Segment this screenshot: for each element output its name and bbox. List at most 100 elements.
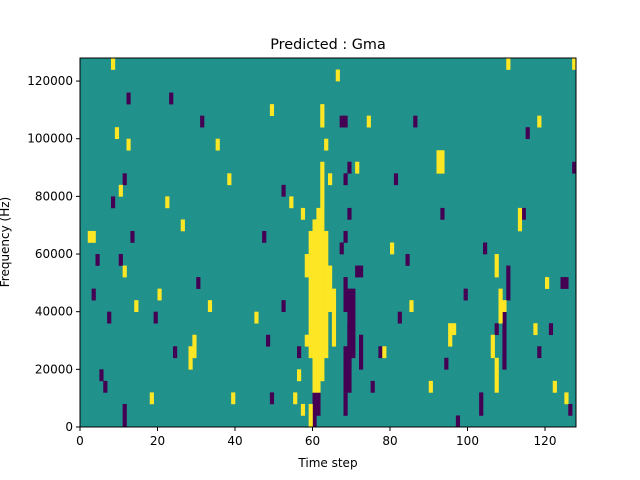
- cell-high-14: [300, 207, 306, 220]
- cell-high-26: [165, 196, 170, 209]
- cell-low-26: [118, 254, 123, 266]
- cell-low-15: [343, 115, 348, 128]
- cell-low-28: [111, 196, 116, 209]
- cell-high-37: [300, 403, 306, 416]
- cell-high-56: [537, 115, 542, 128]
- cell-low-38: [281, 300, 286, 312]
- cell-low-35: [200, 115, 205, 128]
- y-tick-label-6: 120000: [27, 74, 73, 88]
- cell-high-54: [517, 207, 523, 232]
- cell-high-7: [331, 288, 337, 347]
- cell-high-0: [312, 219, 317, 393]
- cell-low-37: [266, 334, 271, 347]
- plot-area: [79, 57, 577, 428]
- cell-high-31: [215, 138, 220, 151]
- cell-low-22: [99, 369, 104, 382]
- cell-high-11: [308, 403, 313, 428]
- cell-high-24: [157, 288, 162, 301]
- cell-high-32: [227, 173, 232, 186]
- x-tick-label-6: 120: [534, 434, 557, 448]
- y-tick-label-3: 60000: [35, 247, 73, 261]
- cell-high-15: [304, 334, 309, 347]
- cell-low-12: [347, 207, 352, 220]
- cell-low-32: [153, 311, 158, 324]
- cell-high-35: [269, 104, 275, 116]
- cell-low-8: [359, 265, 364, 278]
- cell-high-9: [324, 138, 329, 151]
- cell-high-36: [289, 196, 294, 209]
- cell-high-6: [328, 265, 333, 312]
- cell-high-40: [366, 115, 371, 128]
- x-tick-label-2: 40: [227, 434, 242, 448]
- cell-high-55: [533, 323, 538, 336]
- chart-title: Predicted : Gma: [270, 37, 386, 53]
- cell-high-52: [494, 357, 499, 393]
- cell-low-18: [502, 311, 507, 370]
- cell-low-25: [95, 254, 100, 266]
- cell-low-48: [455, 415, 461, 428]
- cell-low-13: [343, 173, 348, 186]
- cell-high-58: [552, 380, 557, 393]
- plot-frame: [79, 57, 577, 428]
- cell-high-12: [293, 392, 298, 405]
- cell-low-16: [339, 115, 344, 128]
- cell-low-29: [122, 173, 127, 186]
- cell-low-42: [370, 380, 375, 393]
- cell-high-23: [126, 138, 131, 151]
- cell-high-48: [452, 323, 457, 336]
- x-axis-label: Time step: [297, 456, 357, 470]
- cell-low-53: [483, 242, 488, 255]
- x-axis: 0 20 40 60 80 100 120: [76, 427, 556, 448]
- cell-low-24: [91, 288, 96, 301]
- cell-low-1: [316, 392, 321, 416]
- cell-high-60: [572, 58, 577, 70]
- cell-low-59: [568, 403, 573, 416]
- cell-low-41: [281, 184, 286, 197]
- cell-high-28: [188, 346, 193, 370]
- cell-high-38: [335, 69, 340, 82]
- cell-high-27: [180, 219, 185, 232]
- cell-high-46: [440, 150, 445, 174]
- cell-low-19: [494, 323, 499, 336]
- cell-low-49: [444, 357, 449, 370]
- cell-low-44: [397, 311, 402, 324]
- cell-high-42: [390, 242, 395, 255]
- cell-low-50: [463, 288, 468, 301]
- y-tick-label-4: 80000: [35, 189, 73, 203]
- cell-low-46: [393, 173, 399, 186]
- cell-low-7: [355, 265, 360, 278]
- cell-low-30: [126, 92, 131, 105]
- cell-low-52: [479, 392, 484, 416]
- y-tick-label-0: 0: [65, 420, 73, 434]
- cell-high-41: [382, 346, 387, 359]
- cell-high-5: [304, 254, 309, 278]
- cell-high-39: [355, 161, 360, 174]
- cell-high-21: [122, 265, 127, 278]
- cell-low-39: [297, 346, 302, 359]
- cell-high-33: [231, 392, 236, 405]
- cell-low-40: [262, 230, 267, 243]
- cell-low-5: [351, 288, 356, 359]
- cell-high-30: [207, 300, 213, 312]
- cell-low-56: [548, 323, 554, 336]
- cell-high-51: [490, 334, 495, 359]
- cell-high-22: [134, 300, 139, 312]
- cell-low-9: [359, 334, 364, 370]
- cell-low-20: [122, 403, 127, 428]
- cell-low-36: [269, 392, 275, 405]
- cell-high-13: [297, 369, 302, 382]
- cell-low-27: [130, 230, 135, 243]
- cell-low-4: [347, 323, 352, 370]
- cell-low-51: [440, 207, 445, 220]
- cell-low-45: [405, 254, 410, 266]
- cell-low-60: [525, 127, 530, 140]
- cell-high-61: [506, 58, 511, 70]
- cell-low-6: [343, 277, 348, 312]
- cell-high-49: [498, 288, 503, 324]
- cell-low-54: [521, 207, 526, 220]
- y-tick-label-2: 40000: [35, 305, 73, 319]
- cell-low-23: [107, 311, 112, 324]
- cell-high-19: [114, 127, 120, 140]
- cell-low-34: [169, 92, 174, 105]
- cell-high-34: [254, 311, 259, 324]
